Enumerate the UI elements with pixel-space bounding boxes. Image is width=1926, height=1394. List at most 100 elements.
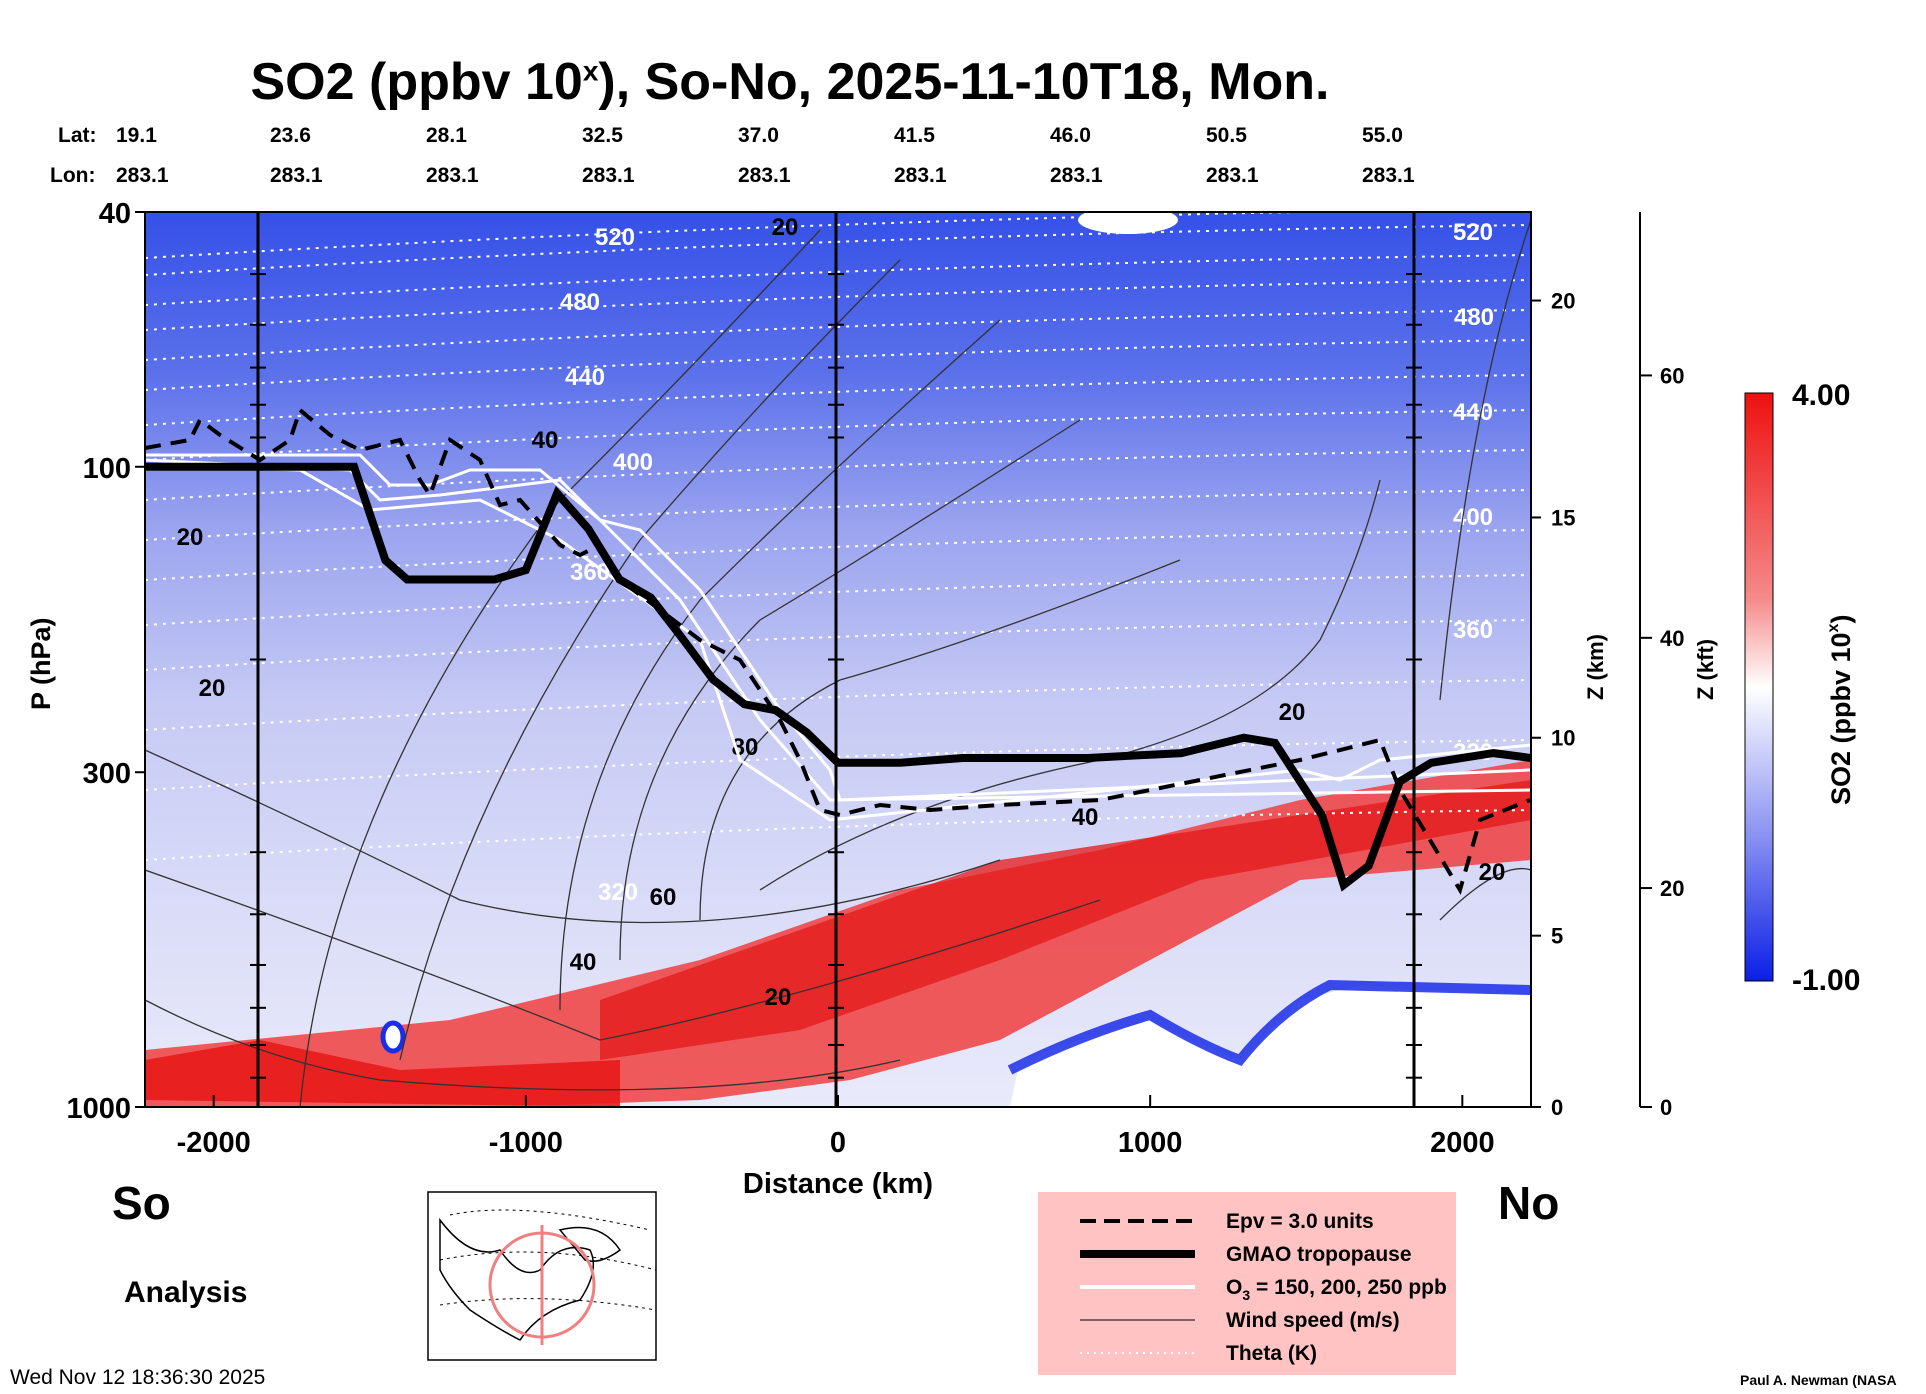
legend-tropopause: GMAO tropopause [1226, 1243, 1412, 1266]
so2-spot [380, 1020, 406, 1054]
x-tick-label: 0 [830, 1127, 846, 1159]
theta-line [145, 224, 1531, 276]
colorbar-min: -1.00 [1792, 964, 1860, 997]
zkm-tick-label: 10 [1551, 726, 1575, 751]
legend-wind: Wind speed (m/s) [1226, 1309, 1400, 1332]
lon-label: Lon: [50, 164, 96, 187]
wind-line [559, 319, 1001, 1011]
wind-line [1439, 219, 1531, 701]
timestamp: Wed Nov 12 18:36:30 2025 [10, 1366, 266, 1389]
x-tick-label: -1000 [489, 1127, 563, 1159]
theta-line [145, 679, 1531, 731]
lat-label: Lat: [58, 124, 97, 147]
theta-line [145, 409, 1531, 461]
theta-label: 400 [1453, 504, 1493, 531]
so2-surface-band [145, 1040, 620, 1107]
legend: Epv = 3.0 units GMAO tropopause O3 = 150… [1038, 1192, 1456, 1375]
x-axis-label: Distance (km) [743, 1168, 933, 1200]
theta-label: 520 [1453, 219, 1493, 246]
wind-label: 40 [1072, 804, 1099, 831]
wind-line [145, 869, 1101, 1041]
so2-low-edge [1007, 979, 1531, 1075]
wind-line [1439, 868, 1531, 921]
lat-value: 46.0 [1050, 124, 1091, 147]
x-tick-label: 1000 [1118, 1127, 1183, 1159]
theta-label: 440 [1453, 399, 1493, 426]
wind-line [759, 479, 1381, 891]
lon-value: 283.1 [426, 164, 479, 187]
theta-label: 480 [1454, 304, 1494, 331]
lon-value: 283.1 [1050, 164, 1103, 187]
tropopause-line [145, 462, 1531, 892]
zkft-tick-label: 0 [1660, 1095, 1672, 1120]
wind-line [619, 419, 1081, 961]
y-tick-label: 100 [83, 453, 131, 485]
theta-label: 440 [565, 364, 605, 391]
theta-line [145, 619, 1531, 671]
zkft-tick-label: 60 [1660, 363, 1684, 388]
so2-missing-region [1010, 985, 1531, 1107]
wind-label: 20 [199, 675, 226, 702]
lon-value: 283.1 [116, 164, 169, 187]
y-tick-label: 1000 [66, 1093, 131, 1125]
lon-value: 283.1 [894, 164, 947, 187]
north-label: No [1498, 1177, 1560, 1229]
colorbar [1744, 392, 1774, 982]
zkft-tick-label: 20 [1660, 876, 1684, 901]
so2-peak-band [600, 780, 1531, 1060]
ozone-contours [145, 453, 1531, 822]
theta-label: 320 [598, 879, 638, 906]
theta-line [145, 739, 1531, 791]
wind-label: 20 [765, 984, 792, 1011]
theta-line [145, 339, 1531, 391]
zkft-tick-label: 40 [1660, 626, 1684, 651]
theta-label: 480 [560, 289, 600, 316]
y-tick-label: 40 [99, 198, 131, 230]
wind-label: 60 [650, 884, 677, 911]
epv-line [145, 406, 1531, 895]
theta-line [145, 254, 1531, 306]
chart-title: SO2 (ppbv 10x), So-No, 2025-11-10T18, Mo… [250, 53, 1330, 111]
wind-label: 40 [570, 949, 597, 976]
zkm-label: Z (km) [1583, 634, 1608, 700]
theta-line [145, 529, 1531, 581]
axis-ticks: -2000 -1000 0 1000 2000 40 100 300 1000 0 5 10 15 20 0… [66, 198, 1684, 1159]
lat-value: 28.1 [426, 124, 467, 147]
theta-label: 520 [595, 224, 635, 251]
lon-value: 283.1 [738, 164, 791, 187]
lon-value: 283.1 [1206, 164, 1259, 187]
theta-label: 400 [613, 449, 653, 476]
lat-value: 19.1 [116, 124, 157, 147]
zkm-tick-label: 5 [1551, 924, 1563, 949]
wind-label: 40 [532, 427, 559, 454]
legend-epv: Epv = 3.0 units [1226, 1210, 1374, 1233]
lat-value: 37.0 [738, 124, 779, 147]
x-tick-label: 2000 [1430, 1127, 1495, 1159]
lat-value: 32.5 [582, 124, 623, 147]
inset-map [427, 1191, 657, 1361]
wind-label: 20 [772, 214, 799, 241]
theta-line [145, 489, 1531, 541]
y-tick-label: 300 [83, 758, 131, 790]
zkm-tick-label: 15 [1551, 505, 1575, 530]
theta-line [145, 374, 1531, 426]
theta-line [145, 279, 1531, 331]
theta-line [145, 574, 1531, 626]
so2-top-gap [1078, 212, 1178, 234]
x-tick-label: -2000 [177, 1127, 251, 1159]
wind-label: 20 [177, 524, 204, 551]
colorbar-max: 4.00 [1792, 379, 1850, 412]
theta-line [145, 449, 1531, 501]
lat-value: 50.5 [1206, 124, 1247, 147]
lat-value: 41.5 [894, 124, 935, 147]
zkft-label: Z (kft) [1693, 639, 1718, 700]
lon-value: 283.1 [582, 164, 635, 187]
zkm-tick-label: 0 [1551, 1095, 1563, 1120]
theta-line [145, 309, 1531, 361]
lon-value: 283.1 [1362, 164, 1415, 187]
theta-line [145, 809, 1531, 861]
credit: Paul A. Newman (NASA [1740, 1372, 1897, 1388]
lon-value: 283.1 [270, 164, 323, 187]
